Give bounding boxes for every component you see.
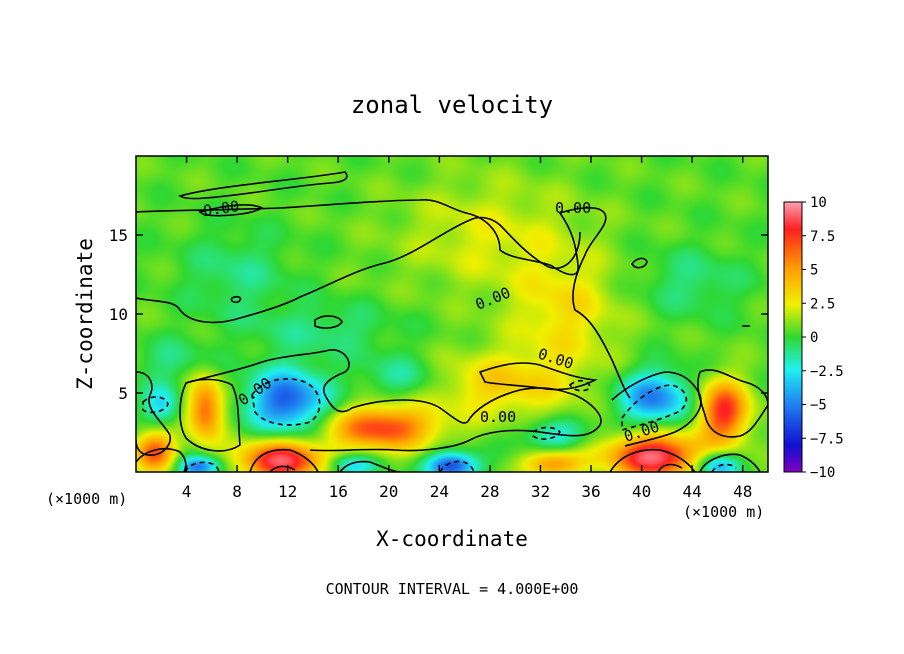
x-axis-label: X-coordinate xyxy=(376,527,528,551)
contour-line xyxy=(142,396,169,414)
colorbar-tick-label: 7.5 xyxy=(810,229,835,245)
contour-lines xyxy=(136,171,768,472)
colorbar xyxy=(783,201,803,473)
x-unit-right: (×1000 m) xyxy=(683,503,764,521)
x-tick-label: 4 xyxy=(182,482,192,501)
contour-line xyxy=(439,460,475,472)
colorbar-tick-label: −10 xyxy=(810,465,835,481)
contour-line xyxy=(177,171,348,200)
contour-label: 0.00 xyxy=(555,199,591,217)
x-tick-label: 20 xyxy=(379,482,398,501)
colorbar-tick-label: 5 xyxy=(810,263,818,279)
colorbar-tick-label: 0 xyxy=(810,330,818,346)
x-ticks: 4 8 12 16 20 24 28 32 36 40 44 48 xyxy=(182,156,752,501)
colorbar-tick-label: −5 xyxy=(810,398,827,414)
contour-line xyxy=(657,463,683,472)
chart-title: zonal velocity xyxy=(351,91,553,119)
y-ticks: 5 10 15 xyxy=(109,226,768,403)
contour-line xyxy=(697,369,768,438)
contour-line xyxy=(249,448,319,472)
x-tick-label: 32 xyxy=(531,482,550,501)
contour-line xyxy=(136,216,581,324)
contour-line xyxy=(314,315,343,329)
x-tick-label: 36 xyxy=(581,482,600,501)
x-tick-label: 40 xyxy=(632,482,651,501)
x-tick-label: 24 xyxy=(430,482,449,501)
contour-line xyxy=(609,448,696,472)
x-tick-label: 12 xyxy=(278,482,297,501)
contour-line xyxy=(621,384,688,432)
contour-line xyxy=(251,378,321,426)
x-tick-label: 48 xyxy=(733,482,752,501)
colorbar-tick-label: −2.5 xyxy=(810,364,844,380)
contour-line xyxy=(532,426,561,440)
colorbar-ticks: 10 7.5 5 2.5 0 −2.5 −5 −7.5 −10 xyxy=(802,195,844,481)
contour-line xyxy=(269,465,296,472)
contour-line xyxy=(185,349,602,452)
y-axis-label: Z-coordinate xyxy=(73,238,97,390)
y-tick-label: 15 xyxy=(109,226,128,245)
x-tick-label: 28 xyxy=(480,482,499,501)
contour-line xyxy=(478,362,598,391)
contour-interval-note: CONTOUR INTERVAL = 4.000E+00 xyxy=(326,580,579,598)
contour-line xyxy=(711,463,737,472)
x-unit-left: (×1000 m) xyxy=(46,490,127,508)
y-tick-label: 5 xyxy=(118,384,128,403)
y-tick-label: 10 xyxy=(109,305,128,324)
contour-line xyxy=(136,371,172,456)
contour-line xyxy=(184,461,220,472)
contour-line xyxy=(179,378,241,452)
contour-label: 0.00 xyxy=(202,197,240,220)
contour-line xyxy=(339,460,401,472)
contour-line xyxy=(230,295,242,304)
contour-line xyxy=(568,379,591,392)
contour-line xyxy=(136,199,631,399)
x-tick-label: 16 xyxy=(329,482,348,501)
contour-line xyxy=(631,257,648,269)
colorbar-tick-label: 2.5 xyxy=(810,296,835,312)
colorbar-tick-label: 10 xyxy=(810,195,827,211)
contour-line xyxy=(699,453,761,472)
contour-label: 0.00 xyxy=(480,408,516,426)
contour-line xyxy=(136,448,187,472)
colorbar-tick-label: −7.5 xyxy=(810,431,844,447)
x-tick-label: 8 xyxy=(232,482,242,501)
x-tick-label: 44 xyxy=(683,482,702,501)
